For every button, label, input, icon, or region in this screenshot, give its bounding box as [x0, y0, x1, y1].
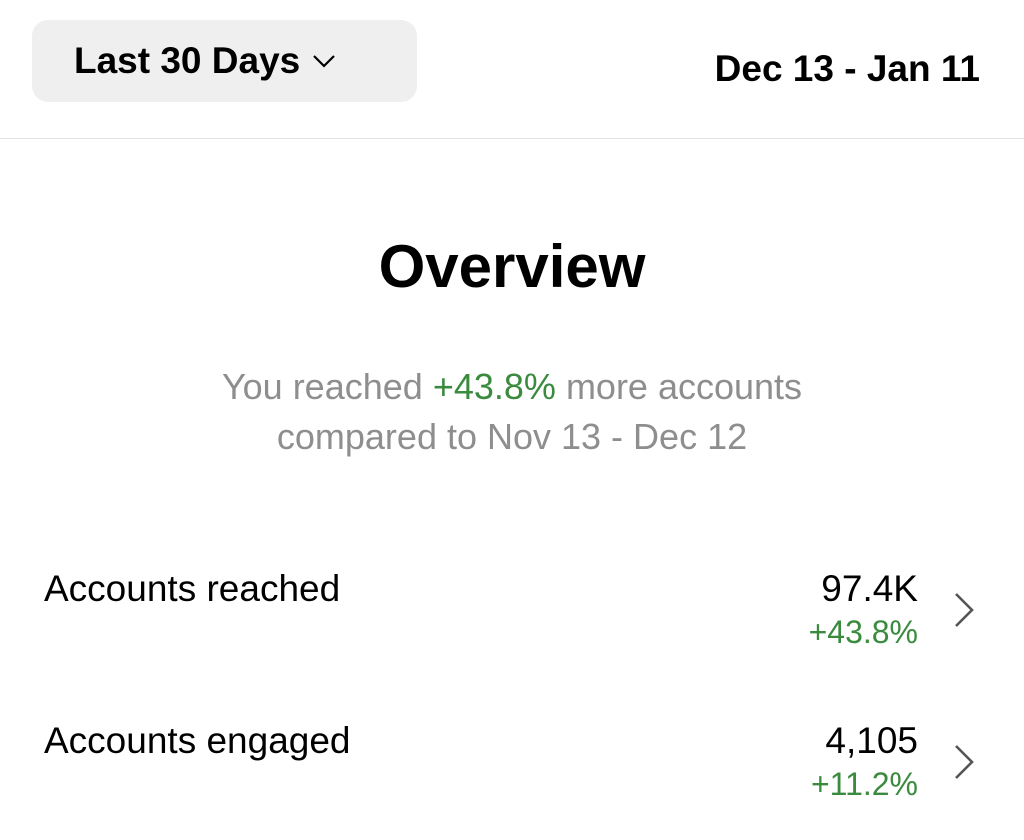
- metric-row[interactable]: Accounts engaged 4,105 +11.2%: [0, 720, 1024, 840]
- metric-label: Accounts reached: [44, 568, 341, 609]
- metric-change: +43.8%: [808, 614, 918, 650]
- overview-title: Overview: [378, 233, 646, 300]
- metric-value: 97.4K: [821, 568, 918, 609]
- range-label: Last 30 Days: [74, 40, 301, 81]
- row-chevron: [955, 593, 974, 627]
- divider: [0, 138, 1024, 139]
- summary-line: You reached +43.8% more accounts: [0, 366, 1024, 408]
- comparison: compared to Nov 13 - Dec 12: [276, 416, 748, 457]
- metric-label: Accounts engaged: [44, 720, 351, 761]
- summary-prefix: You reached: [221, 366, 423, 407]
- summary-suffix: more accounts: [565, 366, 803, 407]
- summary-change: +43.8%: [432, 366, 556, 407]
- dropdown-chevron: [313, 55, 336, 68]
- row-chevron: [955, 745, 974, 779]
- date-range: Dec 13 - Jan 11: [714, 48, 980, 89]
- range-dropdown[interactable]: Last 30 Days: [32, 20, 417, 102]
- metric-value: 4,105: [825, 720, 918, 761]
- metric-change: +11.2%: [810, 766, 918, 802]
- metric-row[interactable]: Accounts reached 97.4K +43.8%: [0, 568, 1024, 688]
